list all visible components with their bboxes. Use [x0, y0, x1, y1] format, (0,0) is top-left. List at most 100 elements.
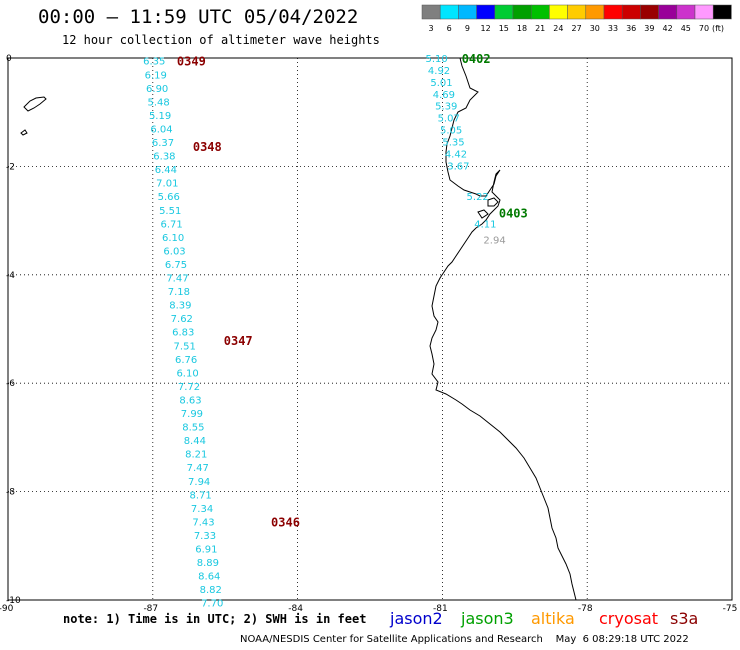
legend-label: 70 [699, 24, 709, 33]
wave-height-value: 6.44 [155, 165, 177, 176]
wave-height-value: 8.89 [197, 558, 219, 569]
x-tick-label: -75 [723, 604, 738, 612]
wave-height-value: 8.21 [185, 450, 207, 461]
wave-height-value: 7.51 [174, 341, 196, 352]
wave-height-value: 5.05 [440, 126, 462, 137]
wave-height-value: 8.55 [182, 423, 204, 434]
wave-height-value: 6.71 [161, 219, 183, 230]
wave-height-value: 6.03 [163, 246, 185, 257]
wave-height-value: 8.64 [198, 572, 220, 583]
wave-height-value: 5.07 [438, 114, 460, 125]
legend-label: 6 [447, 24, 452, 33]
pass-label: 0346 [271, 515, 300, 529]
wave-height-value: 6.91 [195, 545, 217, 556]
wave-height-value: 5.35 [442, 137, 464, 148]
wave-height-legend: 3 6 9 12 15 18 21 24 27 30 33 36 39 42 45 70 (ft) [421, 4, 732, 33]
wave-height-value: 6.37 [152, 138, 174, 149]
pass-label: 0348 [193, 140, 222, 154]
y-tick-label: -8 [6, 488, 15, 498]
galapagos-island [23, 96, 47, 112]
x-tick-label: -87 [143, 604, 158, 612]
legend-label: 12 [481, 24, 491, 33]
legend-swatch [712, 4, 732, 20]
wave-height-value: 6.90 [146, 84, 168, 95]
pass-label: 0403 [499, 206, 528, 220]
legend-label: 45 [681, 24, 691, 33]
wave-height-value: 6.38 [153, 152, 175, 163]
pass-label: 0402 [462, 52, 491, 66]
pass-label: 0349 [177, 55, 206, 69]
wave-height-value: 7.33 [194, 531, 216, 542]
wave-height-value: 7.70 [201, 599, 223, 610]
wave-height-value: 6.76 [175, 355, 197, 366]
satellite-label-cryosat: cryosat [599, 609, 659, 628]
altimeter-tracks: 6.35 6.19 6.90 5.48 5.19 6.04 6.37 6.38 6.44 0349… [143, 52, 528, 610]
wave-height-value: 5.48 [147, 97, 169, 108]
x-tick-label: -81 [433, 604, 448, 612]
map-title: 00:00 – 11:59 UTC 05/04/2022 [38, 6, 359, 28]
legend-label: 30 [590, 24, 600, 33]
y-tick-label: -6 [6, 379, 15, 389]
legend-label: 3 [428, 24, 433, 33]
axis-ticks: -90 -87 -84 -81 -78 -75 0 -2 -4 -6 -8 -10 [0, 54, 737, 612]
legend-label: 39 [644, 24, 654, 33]
wave-height-value: 4.42 [445, 149, 467, 160]
wave-height-value: 8.82 [200, 585, 222, 596]
satellite-label-s3a: s3a [670, 609, 699, 628]
galapagos-islet [20, 129, 28, 136]
wave-height-value: 5.39 [435, 102, 457, 113]
wave-height-value: 5.66 [158, 192, 180, 203]
wave-height-value: 4.69 [433, 90, 455, 101]
legend-label: 15 [499, 24, 509, 33]
wave-height-value: 7.62 [171, 314, 193, 325]
x-tick-label: -78 [578, 604, 593, 612]
graticule [8, 58, 732, 600]
legend-label: 21 [535, 24, 545, 33]
wave-height-value: 4.11 [474, 219, 496, 230]
satellite-label-altika: altika [531, 609, 575, 628]
wave-height-value: 6.83 [172, 328, 194, 339]
satellite-label-jason2: jason2 [390, 609, 443, 628]
footnote: note: 1) Time is in UTC; 2) SWH is in fe… [63, 612, 367, 626]
wave-height-value: 7.01 [156, 179, 178, 190]
wave-height-value: 6.75 [165, 260, 187, 271]
legend-unit: (ft) [712, 24, 724, 33]
legend-label: 9 [465, 24, 470, 33]
wave-height-value: 8.71 [189, 490, 211, 501]
wave-height-value: 8.63 [179, 395, 201, 406]
wave-height-value: 6.04 [150, 124, 172, 135]
wave-height-value: 6.10 [162, 233, 184, 244]
wave-height-value: 5.22 [467, 192, 489, 203]
wave-height-value: 7.99 [181, 409, 203, 420]
wave-height-value: 6.10 [176, 368, 198, 379]
wave-height-value: 3.67 [447, 161, 469, 172]
x-tick-label: -84 [288, 604, 303, 612]
south-america-coast [429, 57, 577, 601]
wave-height-value: 5.19 [149, 111, 171, 122]
altimeter-map: -90 -87 -84 -81 -78 -750-2-4-6-8-10 6.356.196… [0, 52, 737, 612]
wave-height-value: 7.34 [191, 504, 213, 515]
wave-height-value: 7.47 [166, 274, 188, 285]
legend-label: 18 [517, 24, 527, 33]
legend-label: 33 [608, 24, 618, 33]
wave-height-value: 5.01 [430, 78, 452, 89]
wave-height-value: 8.44 [184, 436, 206, 447]
satellite-label-jason3: jason3 [461, 609, 514, 628]
wave-height-value: 4.92 [428, 66, 450, 77]
wave-height-value: 7.47 [187, 463, 209, 474]
x-tick-label: -90 [0, 604, 14, 612]
wave-height-value: 7.43 [192, 517, 214, 528]
map-subtitle: 12 hour collection of altimeter wave hei… [62, 33, 380, 47]
wave-height-value: 7.94 [188, 477, 210, 488]
wave-height-value: 6.19 [145, 70, 167, 81]
gulf-of-guayaquil-islands [477, 197, 499, 219]
wave-height-value: 2.94 [483, 236, 505, 247]
legend-label: 42 [663, 24, 673, 33]
y-tick-label: -10 [6, 596, 21, 606]
legend-label: 36 [626, 24, 636, 33]
map-frame [7, 57, 733, 601]
legend-label: 27 [572, 24, 582, 33]
y-tick-label: 0 [6, 54, 12, 64]
wave-height-value: 6.35 [143, 57, 165, 68]
y-tick-label: -2 [6, 162, 15, 172]
